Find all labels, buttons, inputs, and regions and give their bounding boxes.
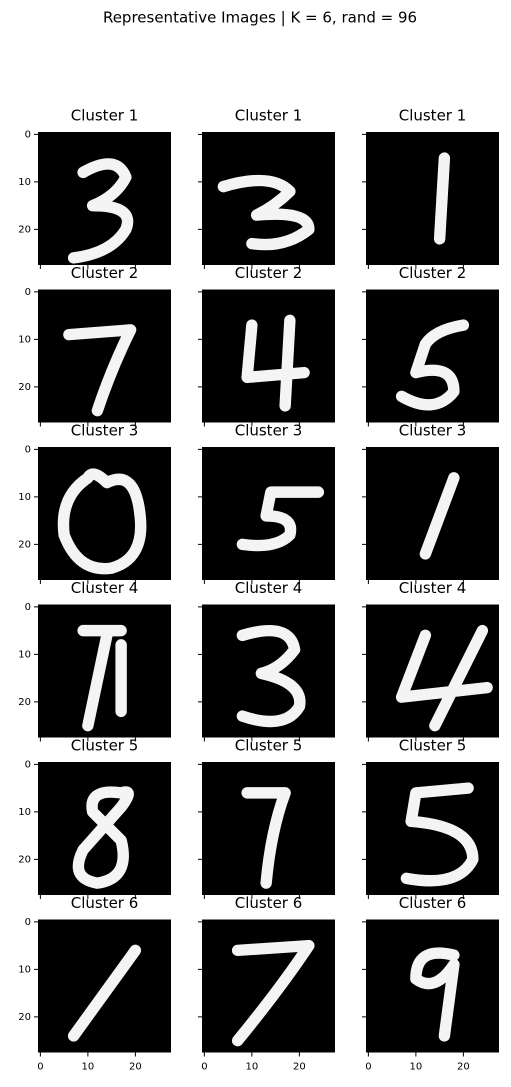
digit xyxy=(433,152,451,245)
panel: Cluster 5 xyxy=(198,737,335,899)
panel-title: Cluster 1 xyxy=(235,107,303,125)
panel: Cluster 4 xyxy=(362,579,499,742)
panel: Cluster 1 0 10 20 xyxy=(18,107,171,269)
panel: Cluster 2 xyxy=(362,264,499,427)
digit xyxy=(217,174,315,251)
x-tick-label: 20 xyxy=(293,1062,306,1073)
digit xyxy=(236,486,325,552)
y-tick-label: 0 xyxy=(25,287,31,298)
panel-title: Cluster 4 xyxy=(235,579,303,597)
y-tick-label: 10 xyxy=(18,334,31,345)
digit xyxy=(395,624,493,732)
panel: Cluster 5 0 10 20 xyxy=(18,737,171,899)
panel: Cluster 6 0 10 20 0 10 20 xyxy=(18,894,171,1073)
y-tick-label: 20 xyxy=(18,854,31,865)
digit xyxy=(241,787,291,889)
panel: Cluster 2 0 10 20 xyxy=(18,264,171,427)
panel-title: Cluster 6 xyxy=(399,894,467,912)
panel-title: Cluster 2 xyxy=(235,264,303,282)
digit xyxy=(57,468,147,575)
panel-title: Cluster 1 xyxy=(71,107,139,125)
panel-title: Cluster 5 xyxy=(399,737,467,755)
image xyxy=(366,604,499,738)
digit xyxy=(72,786,134,889)
x-tick-label: 0 xyxy=(201,1062,207,1073)
panel: Cluster 3 0 10 20 xyxy=(18,422,171,584)
digit xyxy=(419,472,460,560)
y-tick-label: 10 xyxy=(18,964,31,975)
y-tick-label: 0 xyxy=(25,917,31,928)
panel-title: Cluster 3 xyxy=(71,422,139,440)
panel: Cluster 1 xyxy=(362,107,499,269)
x-tick-label: 10 xyxy=(410,1062,423,1073)
y-tick-label: 0 xyxy=(25,759,31,770)
image xyxy=(366,447,499,580)
y-tick-label: 10 xyxy=(18,177,31,188)
panel-title: Cluster 2 xyxy=(399,264,467,282)
panel: Cluster 3 xyxy=(362,422,499,584)
digit xyxy=(395,319,470,411)
panel-title: Cluster 5 xyxy=(235,737,303,755)
digit xyxy=(231,939,315,1047)
panel: Cluster 6 0 10 20 xyxy=(198,894,335,1073)
x-tick-label: 0 xyxy=(365,1062,371,1073)
y-tick-label: 20 xyxy=(18,697,31,708)
y-tick-label: 20 xyxy=(18,1012,31,1023)
panel-title: Cluster 5 xyxy=(71,737,139,755)
y-tick-label: 0 xyxy=(25,129,31,140)
digit xyxy=(236,624,306,728)
panel: Cluster 3 xyxy=(198,422,335,584)
panel-title: Cluster 1 xyxy=(399,107,467,125)
y-tick-label: 20 xyxy=(18,539,31,550)
x-tick-label: 20 xyxy=(457,1062,470,1073)
y-tick-label: 10 xyxy=(18,492,31,503)
digit xyxy=(67,158,134,264)
digit xyxy=(400,782,479,887)
x-tick-label: 20 xyxy=(129,1062,142,1073)
x-tick-label: 10 xyxy=(246,1062,259,1073)
panel: Cluster 4 0 10 20 xyxy=(18,579,171,742)
panel: Cluster 2 xyxy=(198,264,335,427)
panel-title: Cluster 6 xyxy=(71,894,139,912)
image xyxy=(38,447,171,580)
panel-title: Cluster 3 xyxy=(399,422,467,440)
y-tick-label: 20 xyxy=(18,382,31,393)
digit xyxy=(77,624,127,732)
panel-title: Cluster 3 xyxy=(235,422,303,440)
panel: Cluster 4 xyxy=(198,579,335,742)
panel-title: Cluster 4 xyxy=(71,579,139,597)
y-tick-label: 20 xyxy=(18,224,31,235)
image xyxy=(366,132,499,265)
x-tick-label: 0 xyxy=(37,1062,43,1073)
image xyxy=(202,919,335,1053)
panel: Cluster 5 xyxy=(362,737,499,899)
y-tick-label: 10 xyxy=(18,649,31,660)
y-tick-label: 0 xyxy=(25,444,31,455)
digit xyxy=(63,324,137,417)
panel: Cluster 6 0 10 20 xyxy=(362,894,499,1073)
y-tick-label: 10 xyxy=(18,807,31,818)
digit xyxy=(67,944,142,1042)
panel-title: Cluster 6 xyxy=(235,894,303,912)
panel-title: Cluster 4 xyxy=(399,579,467,597)
image xyxy=(202,289,335,423)
figure-title: Representative Images | K = 6, rand = 96 xyxy=(103,9,417,27)
x-tick-label: 10 xyxy=(82,1062,95,1073)
panel: Cluster 1 xyxy=(198,107,335,269)
digit xyxy=(410,947,460,1042)
y-tick-label: 0 xyxy=(25,602,31,613)
panel-title: Cluster 2 xyxy=(71,264,139,282)
digit xyxy=(241,314,310,412)
